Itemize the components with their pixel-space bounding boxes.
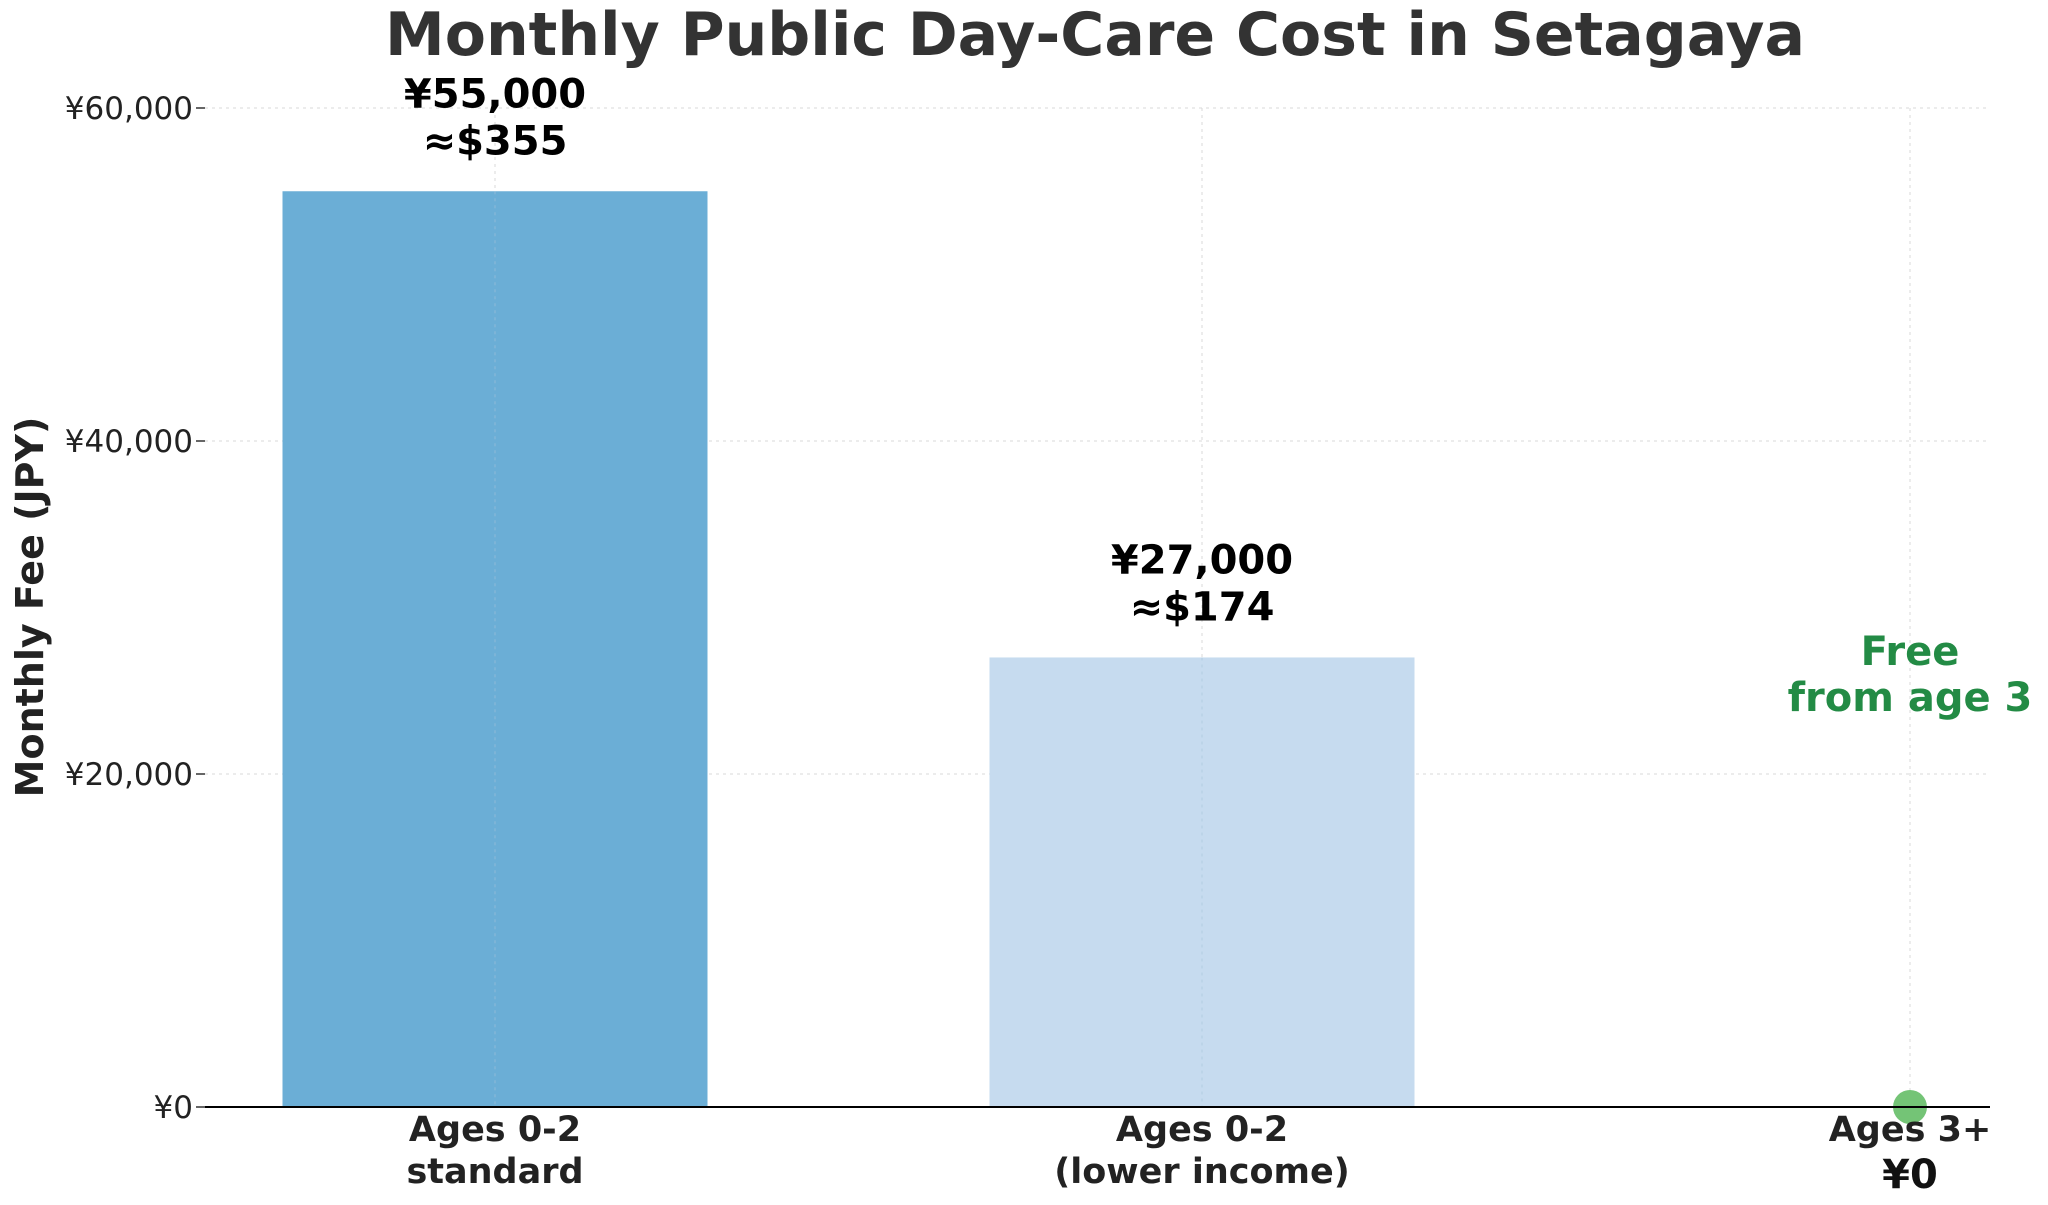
- y-tick-label: ¥40,000: [65, 424, 193, 460]
- x-tick-label: (lower income): [1054, 1152, 1349, 1192]
- x-tick-label: Ages 3+: [1829, 1110, 1992, 1150]
- y-ticks: ¥0 ¥20,000 ¥40,000 ¥60,000: [65, 91, 205, 1126]
- x-tick-label: standard: [406, 1152, 583, 1192]
- bars: [282, 191, 1927, 1124]
- annotation-text: from age 3: [1788, 675, 2033, 721]
- chart-title: Monthly Public Day-Care Cost in Setagaya: [385, 0, 1805, 70]
- x-tick-label: Ages 0-2: [1116, 1110, 1288, 1150]
- y-tick-label: ¥20,000: [65, 757, 193, 793]
- bar-value-label: ¥55,000: [404, 71, 586, 117]
- x-tick-sublabel: ¥0: [1882, 1152, 1938, 1198]
- bar-value-label: ≈$355: [423, 118, 568, 164]
- y-axis-label: Monthly Fee (JPY): [8, 417, 52, 798]
- value-labels: ¥55,000≈$355 ¥27,000≈$174: [404, 71, 1293, 630]
- y-tick-label: ¥60,000: [65, 91, 193, 127]
- bar-value-label: ¥27,000: [1111, 537, 1293, 583]
- annotation-text: Free: [1861, 629, 1960, 675]
- bar-value-label: ≈$174: [1130, 584, 1275, 630]
- x-tick-label: Ages 0-2: [409, 1110, 581, 1150]
- y-tick-label: ¥0: [154, 1090, 193, 1126]
